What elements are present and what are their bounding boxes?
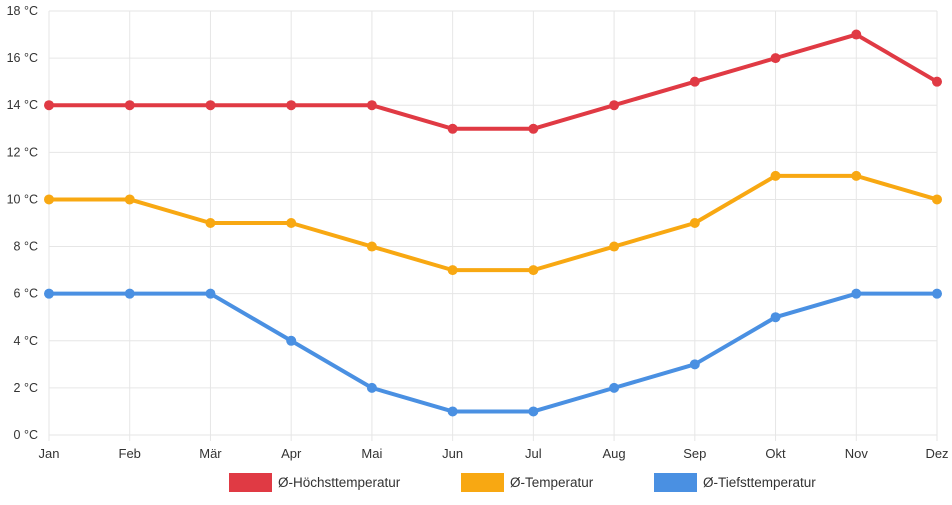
x-tick-label: Dez	[925, 446, 948, 461]
x-tick-label: Mai	[361, 446, 382, 461]
y-tick-label: 2 °C	[14, 381, 38, 395]
legend-label: Ø-Höchsttemperatur	[278, 475, 401, 490]
y-tick-label: 16 °C	[7, 51, 38, 65]
y-tick-label: 0 °C	[14, 428, 38, 442]
data-point	[689, 218, 700, 228]
y-tick-label: 18 °C	[7, 4, 38, 18]
data-point	[44, 288, 54, 299]
y-axis: 0 °C 2 °C 4 °C 6 °C 8 °C 10 °C 12 °C 14 °C 16 °C…	[7, 4, 38, 442]
x-tick-label: Sep	[683, 446, 706, 461]
x-tick-label: Jul	[525, 446, 542, 461]
x-tick-label: Nov	[845, 446, 869, 461]
data-point	[286, 100, 297, 111]
data-point	[286, 218, 297, 228]
data-point	[689, 76, 700, 87]
series-h-chsttemperatur	[44, 29, 942, 134]
x-tick-label: Mär	[199, 446, 222, 461]
data-point	[851, 288, 862, 299]
legend-label: Ø-Temperatur	[510, 475, 594, 490]
data-point	[124, 100, 135, 111]
data-point	[124, 194, 135, 205]
x-tick-label: Apr	[281, 446, 302, 461]
data-point	[286, 335, 297, 346]
legend-item: Ø-Tiefsttemperatur	[654, 473, 816, 492]
y-tick-label: 8 °C	[14, 240, 38, 254]
data-point	[124, 288, 135, 299]
series-tiefsttemperatur	[44, 288, 942, 417]
series-line	[47, 173, 939, 273]
data-point	[528, 406, 539, 417]
legend-swatch	[461, 473, 504, 492]
series-line	[47, 291, 939, 414]
data-point	[932, 76, 942, 87]
x-axis: Jan Feb Mär Apr Mai Jun Jul Aug Sep Okt Nov Dez	[39, 446, 949, 461]
y-tick-label: 6 °C	[14, 287, 38, 301]
data-point	[447, 123, 458, 134]
data-point	[447, 265, 458, 276]
data-point	[851, 29, 862, 40]
data-point	[609, 100, 620, 111]
legend-label: Ø-Tiefsttemperatur	[703, 475, 816, 490]
data-point	[770, 53, 781, 64]
x-tick-label: Jan	[39, 446, 60, 461]
legend-item: Ø-Temperatur	[461, 473, 594, 492]
data-point	[44, 194, 54, 205]
legend-item: Ø-Höchsttemperatur	[229, 473, 401, 492]
x-tick-label: Jun	[442, 446, 463, 461]
legend: Ø-Höchsttemperatur Ø-Temperatur Ø-Tiefstte…	[229, 473, 816, 492]
data-point	[366, 382, 377, 393]
y-tick-label: 12 °C	[7, 145, 38, 159]
data-point	[205, 288, 216, 299]
data-point	[689, 359, 700, 370]
data-point	[609, 382, 620, 393]
data-point	[528, 265, 539, 276]
x-tick-label: Okt	[765, 446, 786, 461]
data-point	[205, 218, 216, 228]
grid	[48, 10, 938, 441]
y-tick-label: 10 °C	[7, 192, 38, 206]
y-tick-label: 14 °C	[7, 98, 38, 112]
legend-swatch	[229, 473, 272, 492]
series-line	[47, 32, 939, 131]
data-point	[770, 170, 781, 181]
x-tick-label: Aug	[603, 446, 626, 461]
data-point	[44, 100, 54, 111]
data-point	[932, 194, 942, 205]
data-point	[609, 241, 620, 252]
legend-swatch	[654, 473, 697, 492]
series-temperatur	[44, 170, 942, 276]
y-tick-label: 4 °C	[14, 334, 38, 348]
data-point	[851, 170, 862, 181]
data-point	[447, 406, 458, 417]
data-point	[528, 123, 539, 134]
data-point	[932, 288, 942, 299]
x-tick-label: Feb	[119, 446, 141, 461]
data-point	[366, 241, 377, 252]
data-point	[205, 100, 216, 111]
data-point	[770, 312, 781, 323]
data-point	[366, 100, 377, 111]
